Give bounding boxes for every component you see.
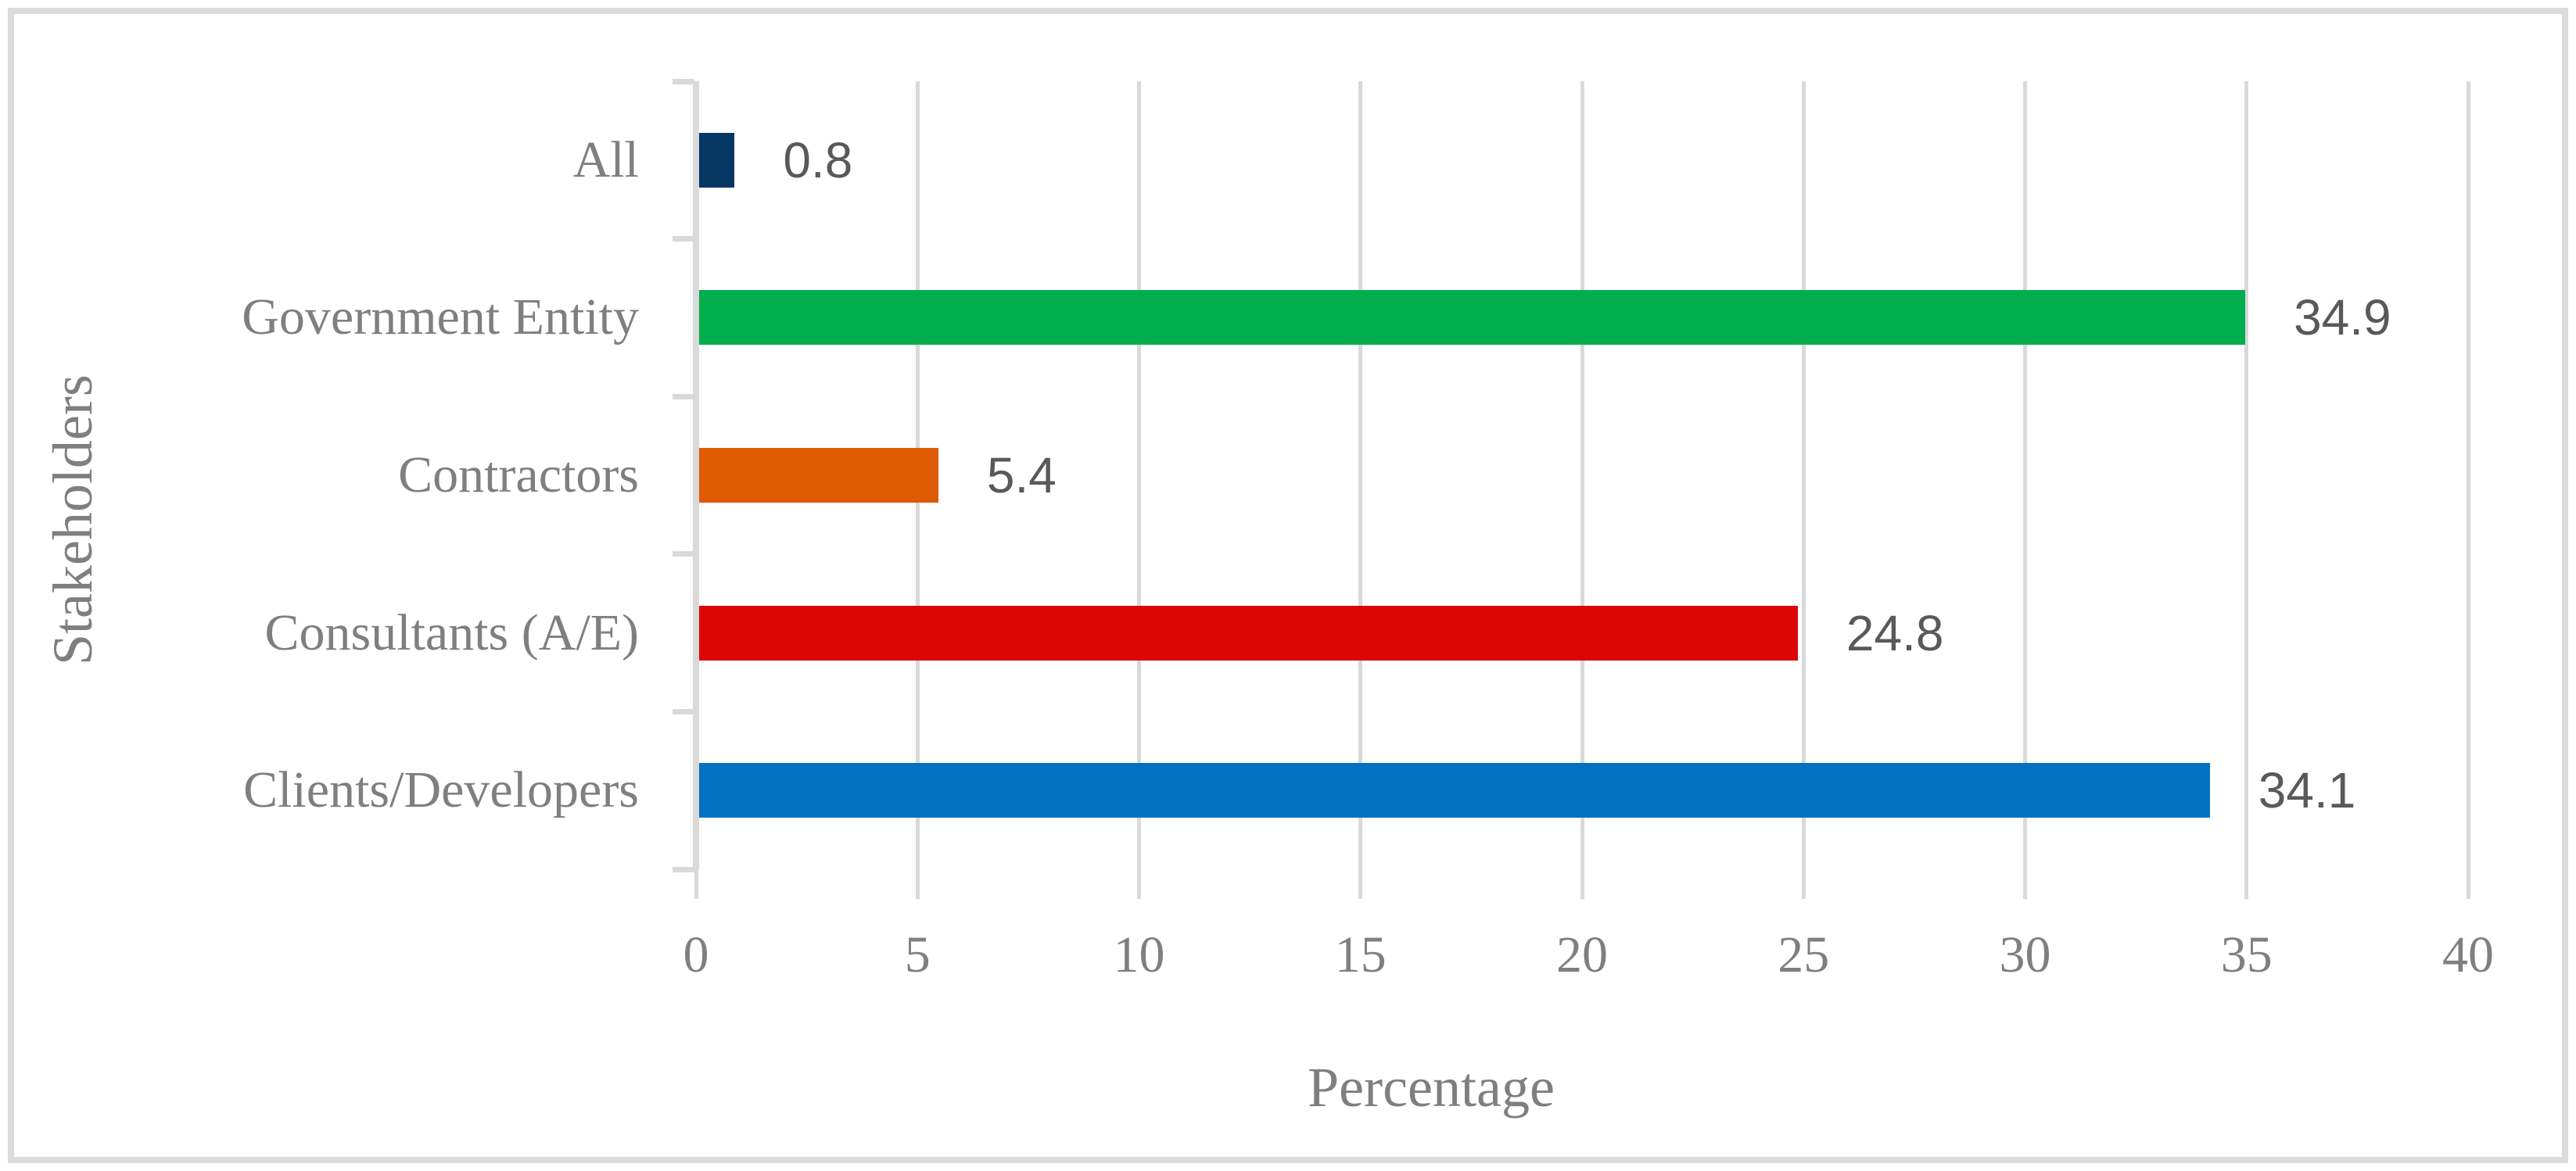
- x-tick-label: 35: [2220, 926, 2273, 983]
- category-label: Consultants (A/E): [264, 603, 639, 661]
- bar-consultants-a-e-: [699, 605, 1798, 661]
- x-axis-tick: [1580, 869, 1584, 899]
- category-axis-tick: [673, 866, 694, 872]
- data-label: 24.8: [1846, 604, 1944, 661]
- plot-area: 0 5 10 15 20 25 30 35 40 All 0.8 Government Entity 3…: [242, 78, 2494, 983]
- gridline: [2023, 81, 2027, 869]
- x-tick-label: 5: [904, 926, 931, 983]
- x-axis-tick: [915, 869, 920, 899]
- category-label: Contractors: [398, 446, 639, 503]
- bar-clients-developers: [699, 763, 2210, 818]
- x-axis-title: Percentage: [1308, 1056, 1555, 1119]
- x-tick-label: 0: [683, 926, 709, 983]
- value-axis-line: [693, 81, 699, 869]
- chart-frame: [8, 8, 2568, 1163]
- x-tick-label: 25: [1778, 926, 1830, 983]
- data-label: 5.4: [986, 447, 1057, 503]
- x-tick-label: 10: [1113, 926, 1165, 983]
- x-axis-tick: [1137, 869, 1141, 899]
- y-axis-title: Stakeholders: [41, 374, 104, 665]
- category-label: Government Entity: [242, 288, 639, 346]
- x-axis-tick: [1358, 869, 1363, 899]
- x-tick-label: 15: [1334, 926, 1387, 983]
- data-label: 0.8: [783, 131, 853, 188]
- x-axis-tick: [2466, 869, 2470, 899]
- bar-all: [699, 132, 735, 188]
- x-axis-tick: [1801, 869, 1806, 899]
- category-axis-tick: [673, 551, 694, 557]
- x-axis-tick: [2023, 869, 2027, 899]
- category-axis-tick: [673, 393, 694, 399]
- gridline: [1580, 81, 1584, 869]
- gridline: [1801, 81, 1806, 869]
- gridline: [1358, 81, 1363, 869]
- category-axis-tick: [673, 78, 694, 84]
- x-tick-label: 20: [1556, 926, 1608, 983]
- category-axis-tick: [673, 236, 694, 242]
- category-axis-tick: [673, 708, 694, 714]
- category-label: All: [572, 131, 639, 188]
- gridline: [1137, 81, 1141, 869]
- gridline: [2244, 81, 2249, 869]
- x-tick-label: 30: [1999, 926, 2051, 983]
- data-label: 34.9: [2294, 289, 2391, 346]
- bar-contractors: [699, 448, 938, 503]
- data-label: 34.1: [2258, 762, 2356, 819]
- x-axis-tick: [2244, 869, 2249, 899]
- x-tick-label: 40: [2442, 926, 2494, 983]
- bar-government-entity: [699, 290, 2246, 346]
- gridline: [2466, 81, 2470, 869]
- category-label: Clients/Developers: [243, 761, 639, 819]
- x-axis-tick: [694, 869, 698, 899]
